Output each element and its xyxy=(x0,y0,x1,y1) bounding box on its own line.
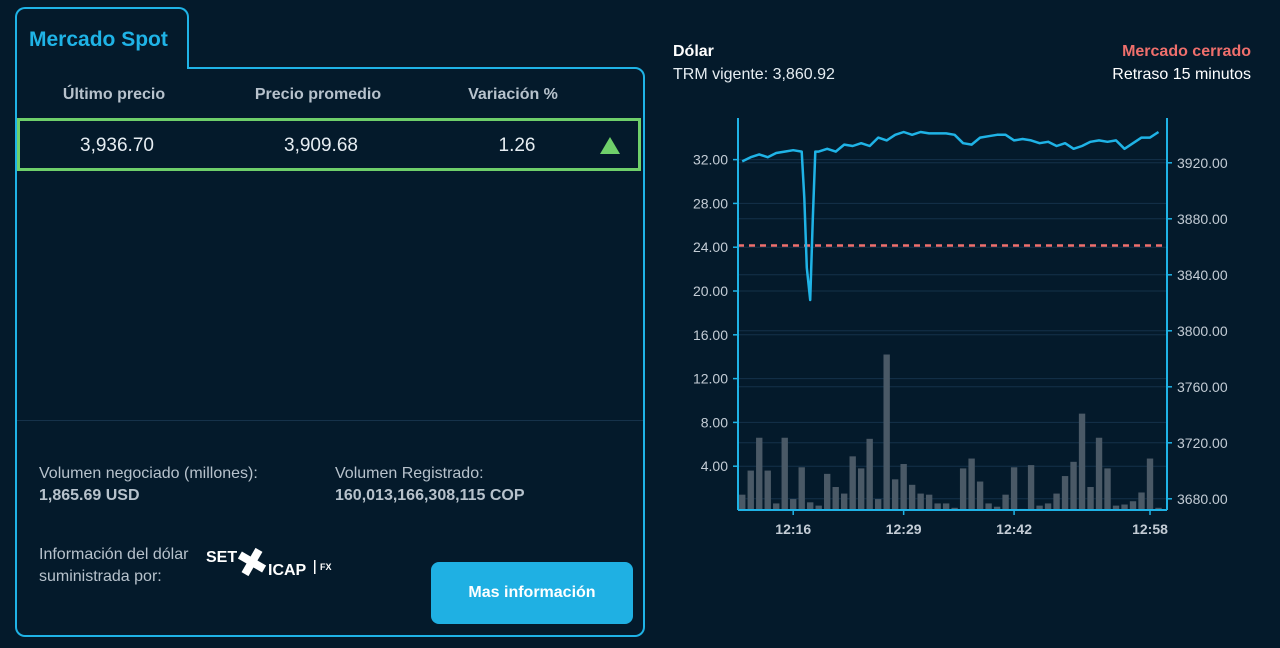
volume-bar xyxy=(1002,494,1009,510)
volume-bar xyxy=(790,499,797,510)
left-tick-label: 4.00 xyxy=(701,458,728,474)
more-info-button[interactable]: Mas información xyxy=(431,562,633,624)
negotiated-volume-value: 1,865.69 USD xyxy=(39,487,140,504)
volume-bar xyxy=(857,468,865,510)
volume-bar xyxy=(798,467,805,510)
volume-bar xyxy=(1010,467,1018,510)
volume-bar xyxy=(815,505,822,510)
volume-bar xyxy=(773,503,780,510)
volume-bar xyxy=(900,464,907,510)
volume-bar xyxy=(866,438,873,510)
volume-bar xyxy=(968,458,975,510)
volume-bar xyxy=(1053,493,1060,510)
volume-bar xyxy=(739,494,746,510)
volume-bar xyxy=(934,503,941,510)
volume-bar xyxy=(985,503,992,510)
volume-bar xyxy=(832,487,839,510)
right-tick-label: 3920.00 xyxy=(1177,155,1228,171)
avg-price-value: 3,909.68 xyxy=(284,135,358,156)
volume-bar xyxy=(1155,507,1162,510)
volume-bar xyxy=(1070,461,1077,510)
logo-fx-text: FX xyxy=(320,562,332,572)
right-tick-label: 3760.00 xyxy=(1177,379,1228,395)
negotiated-volume-label: Volumen negociado (millones): xyxy=(39,465,258,482)
left-tick-label: 16.00 xyxy=(693,327,728,343)
trm-value: TRM vigente: 3,860.92 xyxy=(673,66,835,83)
chart-title: Dólar xyxy=(673,43,714,60)
left-tick-label: 12.00 xyxy=(693,371,728,387)
volume-bar xyxy=(1027,465,1035,510)
price-row: 3,936.70 3,909.68 1.26 xyxy=(17,118,641,171)
volume-bar xyxy=(917,493,924,510)
supplier-label-line1: Información del dólar xyxy=(39,546,189,563)
volume-bar xyxy=(993,506,1001,510)
supplier-label-line2: suministrada por: xyxy=(39,568,162,585)
volume-bar xyxy=(925,494,933,510)
volume-bar xyxy=(1146,458,1154,510)
header-last-price: Último precio xyxy=(62,86,166,103)
up-arrow-icon xyxy=(600,137,620,154)
tab-label: Mercado Spot xyxy=(29,28,168,51)
right-tick-label: 3800.00 xyxy=(1177,323,1228,339)
right-tick-label: 3880.00 xyxy=(1177,211,1228,227)
volume-bar xyxy=(807,502,814,510)
volume-bar xyxy=(908,484,916,510)
set-icap-fx-logo: SET ICAP FX xyxy=(206,547,332,579)
market-status: Mercado cerrado xyxy=(1122,43,1251,60)
volume-bar xyxy=(891,479,899,510)
volume-bar xyxy=(1112,505,1120,510)
volume-bar xyxy=(976,481,984,510)
left-tick-label: 8.00 xyxy=(701,414,728,430)
volume-bar xyxy=(1087,487,1094,510)
volume-bar xyxy=(951,507,958,510)
volume-bar xyxy=(747,470,754,510)
volume-bar xyxy=(959,468,967,510)
volume-bar xyxy=(1104,468,1111,510)
x-tick-label: 12:58 xyxy=(1132,521,1168,537)
registered-volume-value: 160,013,166,308,115 COP xyxy=(335,487,525,504)
last-price-value: 3,936.70 xyxy=(80,135,154,156)
price-line xyxy=(741,130,1160,302)
volume-bar xyxy=(1061,476,1069,510)
price-volume-chart[interactable]: 4.00 8.00 12.00 16.00 20.00 24.00 28.00 32.00 36… xyxy=(660,110,1260,550)
x-tick-label: 12:16 xyxy=(775,521,811,537)
volume-bar xyxy=(883,354,890,510)
logo-icap-text: ICAP xyxy=(268,562,307,579)
variation-value: 1.26 xyxy=(498,135,536,156)
x-tick-label: 12:29 xyxy=(886,521,922,537)
right-tick-label: 3680.00 xyxy=(1177,491,1228,507)
volume-bar xyxy=(1078,413,1086,510)
right-tick-label: 3840.00 xyxy=(1177,267,1228,283)
volume-bar xyxy=(824,473,831,510)
delay-note: Retraso 15 minutos xyxy=(1112,66,1251,83)
spot-market-panel xyxy=(15,67,645,637)
left-tick-label: 24.00 xyxy=(693,239,728,255)
volume-bar xyxy=(1044,503,1052,510)
volume-bar xyxy=(764,470,771,510)
x-tick-label: 12:42 xyxy=(996,521,1032,537)
supplier-label: Información del dólar suministrada por: xyxy=(39,544,204,588)
volume-bar xyxy=(1121,504,1128,510)
volume-bar xyxy=(841,493,848,510)
logo-cross-icon xyxy=(237,547,267,577)
header-avg-price: Precio promedio xyxy=(254,86,382,103)
volume-bar xyxy=(849,456,856,510)
registered-volume-label: Volumen Registrado: xyxy=(335,465,484,482)
volume-bar xyxy=(1129,501,1137,510)
logo-set-text: SET xyxy=(206,549,237,566)
left-tick-label: 20.00 xyxy=(693,283,728,299)
volume-bar xyxy=(874,499,882,510)
volume-bar xyxy=(781,437,788,510)
right-tick-label: 3720.00 xyxy=(1177,435,1228,451)
volume-bar xyxy=(942,503,950,510)
left-tick-label: 32.00 xyxy=(693,152,728,168)
divider xyxy=(17,420,643,421)
left-tick-label: 28.00 xyxy=(693,195,728,211)
tab-mercado-spot[interactable]: Mercado Spot xyxy=(15,7,189,69)
volume-bar xyxy=(1036,505,1043,510)
volume-bar xyxy=(756,437,763,510)
header-variation: Variación % xyxy=(468,86,558,103)
volume-bar xyxy=(1138,492,1145,510)
volume-bar xyxy=(1095,437,1103,510)
